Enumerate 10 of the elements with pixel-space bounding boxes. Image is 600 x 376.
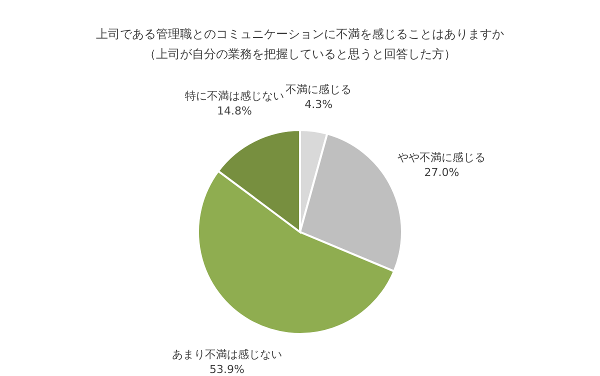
slice-label: 不満に感じる [286,83,352,96]
slice-label: 特に不満は感じない [185,89,284,102]
chart-title: 上司である管理職とのコミュニケーションに不満を感じることはありますか [96,27,504,41]
chart-subtitle: （上司が自分の業務を把握していると思うと回答した方） [144,47,456,61]
data-label: 27.0% [424,166,460,180]
data-label: 4.3% [304,98,333,112]
data-label: 14.8% [217,104,252,118]
slice-label: あまり不満は感じない [172,348,282,361]
slice-label: やや不満に感じる [398,151,486,164]
data-label: 53.9% [210,362,245,376]
